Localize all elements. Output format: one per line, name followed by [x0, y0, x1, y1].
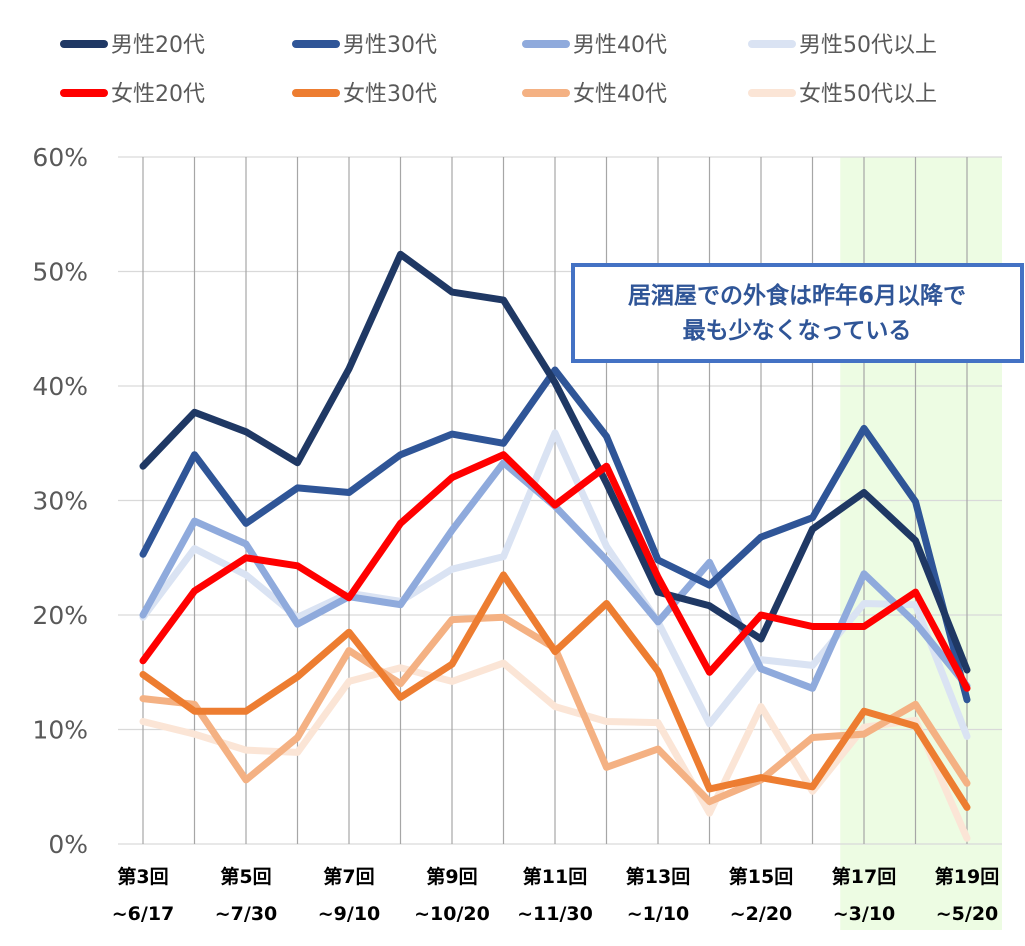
callout-line: 居酒屋での外食は昨年6月以降で: [628, 282, 966, 309]
legend-label: 男性40代: [573, 33, 667, 58]
y-tick-label: 40%: [32, 372, 88, 401]
x-tick-round: 第5回: [220, 865, 271, 888]
x-tick-date: ~6/17: [112, 903, 175, 925]
y-tick-label: 60%: [32, 143, 88, 172]
x-tick-date: ~1/10: [627, 903, 690, 925]
y-tick-label: 0%: [48, 830, 88, 859]
legend-label: 男性20代: [111, 33, 205, 58]
series-line-1: [139, 366, 971, 704]
y-axis-ticks: 0% 10% 20% 30% 40% 50% 60%: [32, 143, 88, 859]
x-tick-round: 第19回: [935, 865, 999, 888]
x-tick-date: ~10/20: [414, 903, 490, 925]
series-line-0: [139, 250, 971, 674]
callout-box: [571, 263, 1024, 363]
x-tick-date: ~2/20: [730, 903, 793, 925]
x-tick-date: ~9/10: [318, 903, 381, 925]
category-drop-lines: [142, 157, 968, 844]
legend-label: 女性20代: [111, 82, 205, 107]
x-tick-date: ~3/10: [833, 903, 896, 925]
y-tick-label: 30%: [32, 487, 88, 516]
y-tick-label: 20%: [32, 601, 88, 630]
x-tick-date: ~11/30: [517, 903, 593, 925]
legend-label: 男性30代: [343, 33, 437, 58]
x-axis-ticks: 第3回 ~6/17 第5回 ~7/30 第7回 ~9/10 第9回 ~10/20 第11回 ~11…: [112, 865, 999, 925]
legend-label: 女性30代: [343, 82, 437, 107]
x-tick-round: 第7回: [323, 865, 374, 888]
legend-label: 男性50代以上: [799, 33, 937, 58]
legend-label: 女性40代: [573, 82, 667, 107]
y-tick-label: 50%: [32, 258, 88, 287]
x-tick-date: ~7/30: [215, 903, 278, 925]
x-tick-round: 第9回: [426, 865, 477, 888]
y-tick-label: 10%: [32, 716, 88, 745]
x-tick-round: 第15回: [729, 865, 793, 888]
x-tick-round: 第3回: [117, 865, 168, 888]
callout-line: 最も少なくなっている: [683, 318, 912, 344]
legend-label: 女性50代以上: [799, 82, 937, 107]
x-tick-date: ~5/20: [936, 903, 999, 925]
x-tick-round: 第17回: [832, 865, 896, 888]
series-line-4: [139, 451, 971, 692]
series-line-5: [139, 571, 971, 811]
x-tick-round: 第13回: [626, 865, 690, 888]
series-lines: [139, 250, 971, 842]
x-tick-round: 第11回: [523, 865, 587, 888]
